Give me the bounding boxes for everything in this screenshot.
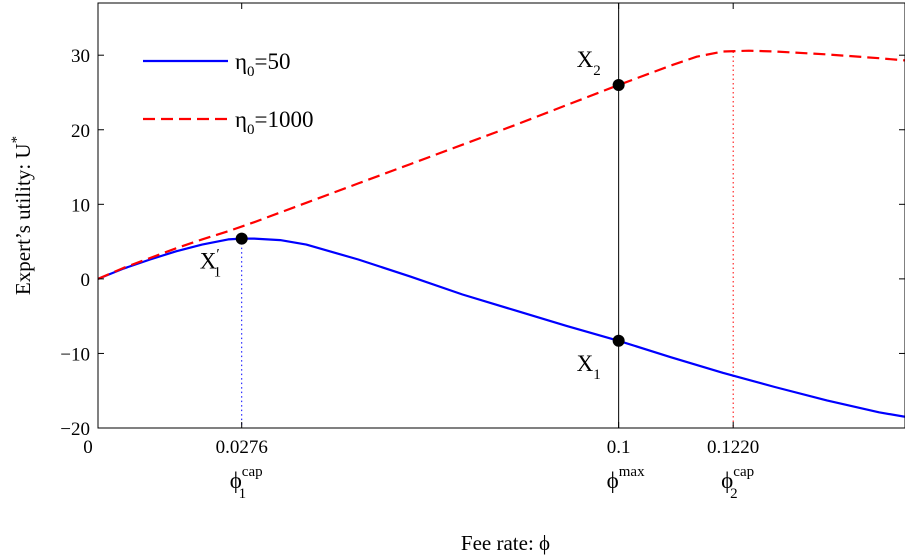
x-axis-label: Fee rate: ϕ	[461, 531, 550, 555]
point-label-sub: 2	[593, 63, 601, 79]
legend-label: η0=1000	[235, 107, 314, 138]
y-tick-label: 10	[71, 195, 90, 216]
legend-label-rest: =1000	[255, 107, 314, 132]
legend-label-base: η	[235, 107, 247, 132]
series-line	[97, 237, 905, 418]
plot-frame	[97, 2, 905, 429]
point-marker	[612, 334, 625, 347]
x-symbol-sup: max	[619, 464, 645, 480]
point-label-sub: 1	[593, 367, 601, 383]
point-label-base: X	[577, 351, 594, 376]
reference-lines	[241, 3, 734, 428]
point-label-sub: 1	[214, 265, 222, 281]
x-symbol-base: ϕ	[230, 468, 242, 493]
point-marker	[612, 79, 625, 92]
x-symbol-sup: cap	[242, 464, 263, 480]
y-tick-label: −20	[60, 419, 90, 440]
series-line	[97, 49, 905, 280]
point-label-sup: ′	[216, 247, 219, 263]
series-lines	[97, 49, 905, 418]
y-tick-label: 0	[81, 270, 91, 291]
legend-label: η0=50	[235, 49, 291, 80]
x-tick-label: 0.1	[607, 437, 631, 458]
legend-label-base: η	[235, 49, 247, 74]
point-label-base: X	[577, 47, 594, 72]
point-label: X′ 1	[200, 247, 221, 281]
y-axis-label: Expert’s utility: U*	[9, 136, 35, 295]
y-tick-label: 20	[71, 121, 90, 142]
y-tick-label: −10	[60, 344, 90, 365]
x-symbol-sub: 1	[239, 486, 247, 502]
x-tick-label: 0.0276	[216, 437, 268, 458]
x-symbol-base: ϕ	[721, 468, 733, 493]
x-tick-label: 0	[83, 437, 93, 458]
point-marker	[235, 232, 248, 245]
x-symbol-base: ϕ	[607, 468, 619, 493]
x-symbol-label: ϕcap 2	[721, 464, 754, 502]
x-symbol-label: ϕcap 1	[230, 464, 263, 502]
y-axis-label-sup: *	[9, 136, 25, 144]
point-label: X1	[577, 351, 601, 383]
y-tick-label: 30	[71, 46, 90, 67]
x-symbol-sub: 2	[730, 486, 738, 502]
point-label: X2	[577, 47, 601, 79]
legend-label-rest: =50	[255, 49, 291, 74]
point-label-base: X	[200, 249, 217, 274]
x-tick-label: 0.1220	[707, 437, 759, 458]
legend-label-sub: 0	[247, 122, 255, 138]
legend-label-sub: 0	[247, 64, 255, 80]
x-symbol-label: ϕmax	[607, 464, 645, 493]
x-symbol-sup: cap	[733, 464, 754, 480]
